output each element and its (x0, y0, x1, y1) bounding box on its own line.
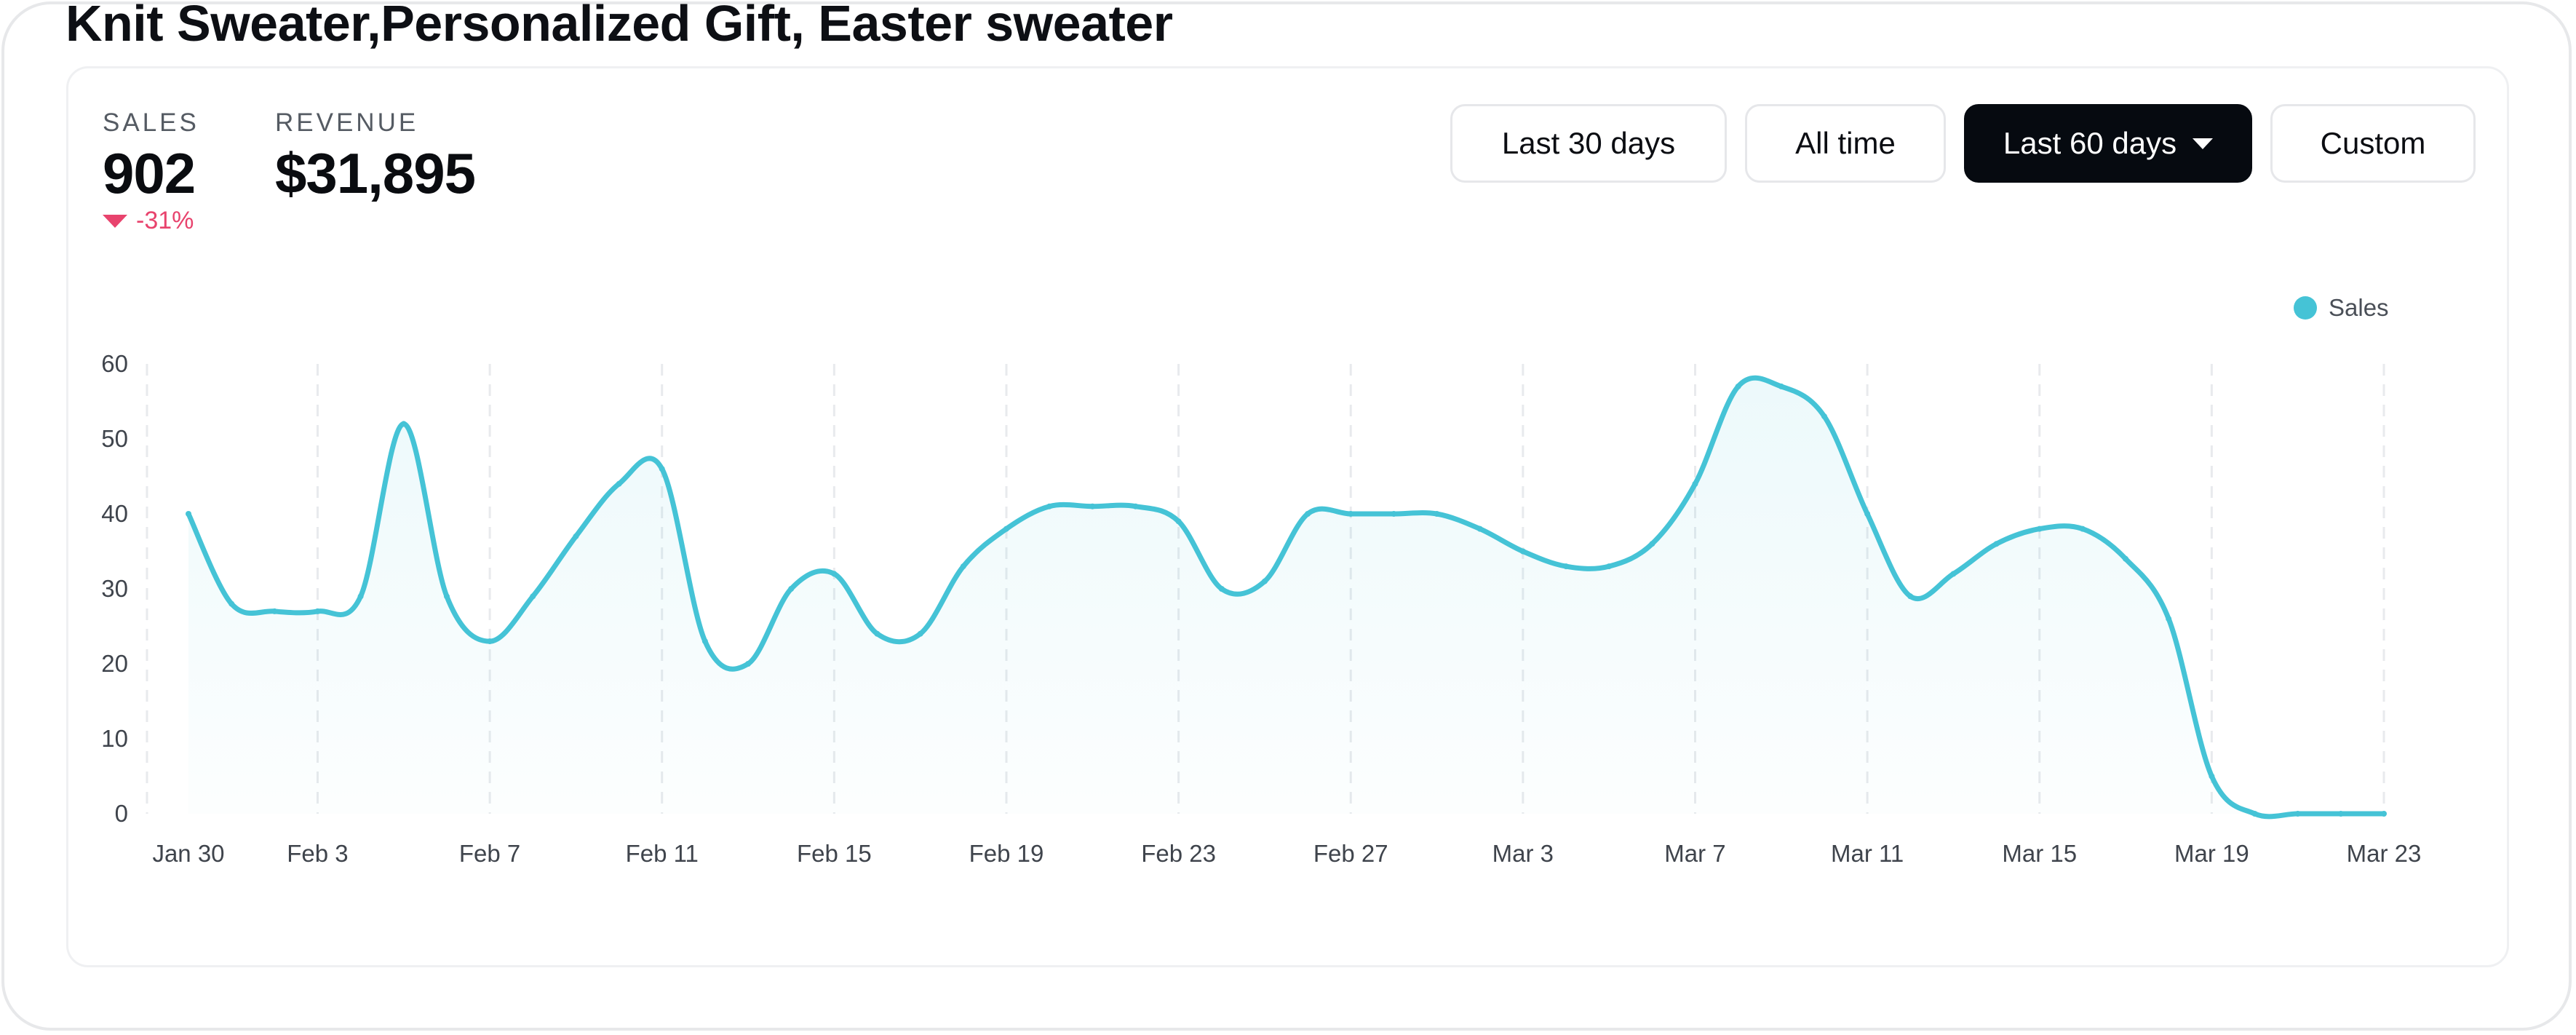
sales-data-point (573, 533, 579, 539)
sales-data-point (1476, 526, 1483, 532)
sales-data-point (2251, 811, 2258, 817)
sales-data-point (1132, 503, 1139, 509)
revenue-value: $31,895 (275, 141, 476, 205)
x-tick-label: Mar 15 (2002, 840, 2077, 867)
y-tick-label: 20 (101, 650, 128, 677)
sales-data-point (1606, 563, 1613, 570)
x-tick-label: Feb 15 (797, 840, 872, 867)
sales-data-point (2381, 811, 2387, 817)
sales-data-point (1950, 571, 1957, 577)
sales-data-point (960, 563, 966, 570)
sales-data-point (1046, 503, 1053, 509)
sales-data-point (357, 593, 364, 600)
sales-data-point (2209, 773, 2215, 780)
x-tick-label: Feb 3 (287, 840, 348, 867)
sales-data-point (1563, 563, 1570, 570)
sales-data-point (616, 480, 622, 487)
sales-data-point (1907, 593, 1914, 600)
sales-data-point (701, 638, 708, 645)
sales-data-point (1993, 541, 2000, 547)
sales-data-point (2123, 555, 2129, 562)
sales-data-point (874, 630, 880, 637)
sales-data-point (314, 608, 321, 614)
sales-data-point (1735, 383, 1741, 389)
legend-sales-swatch (2294, 296, 2317, 320)
sales-data-point (1305, 511, 1311, 517)
sales-change-value: -31% (136, 207, 194, 234)
sales-label: SALES (103, 108, 199, 137)
revenue-stat: REVENUE $31,895 (275, 108, 476, 207)
sales-data-point (2294, 811, 2301, 817)
sales-data-point (1692, 480, 1698, 487)
x-tick-label: Jan 30 (152, 840, 224, 867)
x-tick-label: Feb 19 (969, 840, 1044, 867)
sales-change: -31% (103, 207, 199, 235)
custom-range-button[interactable]: Custom (2270, 104, 2476, 183)
x-tick-label: Mar 3 (1492, 840, 1554, 867)
sales-data-point (831, 571, 838, 577)
sales-data-point (1434, 511, 1440, 517)
all-time-button[interactable]: All time (1745, 104, 1946, 183)
sales-data-point (487, 638, 493, 645)
sales-data-point (1261, 578, 1268, 584)
chevron-down-icon (2193, 138, 2214, 149)
sales-data-point (1089, 503, 1096, 509)
sales-data-point (1003, 526, 1009, 532)
sales-data-point (788, 586, 795, 592)
y-tick-label: 50 (101, 425, 128, 452)
triangle-down-icon (103, 214, 127, 228)
x-tick-label: Feb 11 (626, 840, 699, 867)
y-tick-label: 30 (101, 575, 128, 602)
last-30-days-button[interactable]: Last 30 days (1450, 104, 1727, 183)
x-tick-label: Mar 11 (1831, 840, 1904, 867)
sales-data-point (186, 511, 191, 517)
sales-data-point (2337, 811, 2344, 817)
sales-data-point (1391, 511, 1397, 517)
y-tick-label: 10 (101, 725, 128, 752)
sales-data-point (1348, 511, 1354, 517)
sales-data-point (1218, 586, 1225, 592)
sales-chart-card: SALES 902 -31% REVENUE $31,895 Last 30 d… (66, 66, 2509, 967)
x-tick-label: Mar 19 (2174, 840, 2249, 867)
revenue-label: REVENUE (275, 108, 419, 137)
legend-sales-label: Sales (2329, 294, 2389, 321)
y-tick-label: 0 (115, 800, 128, 827)
sales-area-fill (188, 378, 2384, 817)
sales-data-point (2036, 526, 2043, 532)
sales-data-point (1864, 511, 1871, 517)
sales-stat: SALES 902 -31% (103, 108, 199, 235)
sales-data-point (443, 593, 450, 600)
x-tick-label: Feb 27 (1313, 840, 1388, 867)
sales-data-point (659, 466, 665, 472)
last-60-days-label: Last 60 days (2003, 126, 2177, 160)
sales-data-point (1649, 541, 1655, 547)
sales-data-point (400, 421, 407, 427)
chart-legend: Sales (2294, 294, 2389, 322)
x-tick-label: Feb 23 (1141, 840, 1216, 867)
sales-data-point (1519, 548, 1526, 555)
sales-data-point (271, 608, 278, 614)
sales-value: 902 (103, 141, 196, 205)
last-60-days-dropdown[interactable]: Last 60 days (1964, 104, 2252, 183)
sales-data-point (1175, 518, 1182, 525)
x-tick-label: Mar 23 (2347, 840, 2422, 867)
sales-data-point (745, 661, 752, 667)
y-tick-label: 40 (101, 500, 128, 527)
sales-data-point (917, 630, 923, 637)
sales-data-point (2166, 616, 2172, 622)
sales-data-point (228, 600, 235, 607)
y-tick-label: 60 (101, 350, 128, 377)
sales-data-point (2079, 526, 2086, 532)
sales-data-point (1778, 383, 1784, 389)
sales-data-point (530, 593, 536, 600)
sales-data-point (1821, 413, 1827, 420)
x-tick-label: Feb 7 (459, 840, 520, 867)
x-tick-label: Mar 7 (1664, 840, 1725, 867)
page-title: Knit Sweater,Personalized Gift, Easter s… (65, 0, 1173, 52)
